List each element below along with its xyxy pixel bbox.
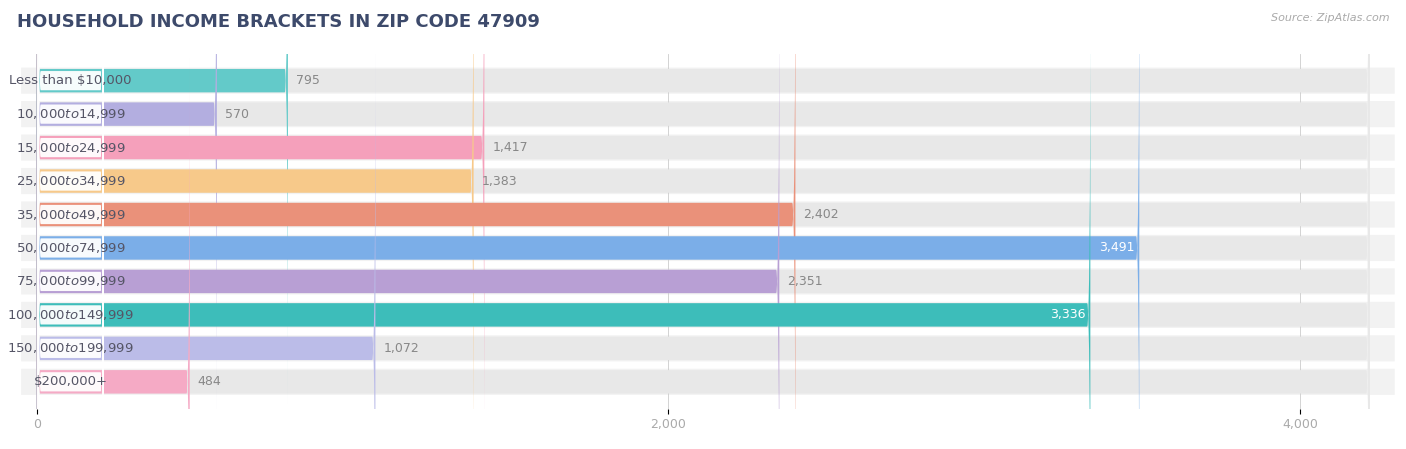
FancyBboxPatch shape <box>21 269 1395 295</box>
FancyBboxPatch shape <box>37 0 217 437</box>
FancyBboxPatch shape <box>21 235 1395 261</box>
Text: 2,402: 2,402 <box>803 208 839 221</box>
Text: 2,351: 2,351 <box>787 275 823 288</box>
FancyBboxPatch shape <box>37 0 1369 449</box>
FancyBboxPatch shape <box>37 0 288 404</box>
FancyBboxPatch shape <box>38 23 104 449</box>
FancyBboxPatch shape <box>37 0 1090 449</box>
FancyBboxPatch shape <box>37 0 796 449</box>
Text: 1,417: 1,417 <box>492 141 527 154</box>
FancyBboxPatch shape <box>38 0 104 449</box>
FancyBboxPatch shape <box>37 59 1369 449</box>
FancyBboxPatch shape <box>37 26 375 449</box>
FancyBboxPatch shape <box>37 0 1139 449</box>
Text: $25,000 to $34,999: $25,000 to $34,999 <box>15 174 125 188</box>
FancyBboxPatch shape <box>21 302 1395 328</box>
FancyBboxPatch shape <box>37 59 190 449</box>
Text: 795: 795 <box>295 74 319 87</box>
FancyBboxPatch shape <box>21 135 1395 161</box>
FancyBboxPatch shape <box>21 168 1395 194</box>
FancyBboxPatch shape <box>37 26 1369 449</box>
Text: $100,000 to $149,999: $100,000 to $149,999 <box>7 308 134 322</box>
FancyBboxPatch shape <box>37 0 484 449</box>
Text: HOUSEHOLD INCOME BRACKETS IN ZIP CODE 47909: HOUSEHOLD INCOME BRACKETS IN ZIP CODE 47… <box>17 13 540 31</box>
Text: 3,336: 3,336 <box>1050 308 1085 321</box>
FancyBboxPatch shape <box>37 0 1369 437</box>
Text: $10,000 to $14,999: $10,000 to $14,999 <box>15 107 125 121</box>
Text: $200,000+: $200,000+ <box>34 375 108 388</box>
FancyBboxPatch shape <box>37 0 1369 404</box>
Text: $75,000 to $99,999: $75,000 to $99,999 <box>15 274 125 288</box>
Text: 3,491: 3,491 <box>1099 242 1135 255</box>
FancyBboxPatch shape <box>37 0 1369 449</box>
FancyBboxPatch shape <box>21 68 1395 94</box>
Text: $15,000 to $24,999: $15,000 to $24,999 <box>15 141 125 154</box>
FancyBboxPatch shape <box>37 0 1369 449</box>
Text: Less than $10,000: Less than $10,000 <box>10 74 132 87</box>
Text: 570: 570 <box>225 108 249 121</box>
FancyBboxPatch shape <box>38 0 104 406</box>
FancyBboxPatch shape <box>37 0 1369 449</box>
FancyBboxPatch shape <box>37 0 1369 449</box>
FancyBboxPatch shape <box>21 369 1395 395</box>
Text: Source: ZipAtlas.com: Source: ZipAtlas.com <box>1271 13 1389 23</box>
FancyBboxPatch shape <box>37 0 474 449</box>
FancyBboxPatch shape <box>37 0 779 449</box>
FancyBboxPatch shape <box>38 0 104 449</box>
FancyBboxPatch shape <box>38 0 104 449</box>
Text: $50,000 to $74,999: $50,000 to $74,999 <box>15 241 125 255</box>
Text: $150,000 to $199,999: $150,000 to $199,999 <box>7 341 134 355</box>
FancyBboxPatch shape <box>21 202 1395 228</box>
FancyBboxPatch shape <box>21 335 1395 361</box>
FancyBboxPatch shape <box>38 0 104 449</box>
Text: 1,072: 1,072 <box>384 342 419 355</box>
FancyBboxPatch shape <box>38 0 104 439</box>
Text: 1,383: 1,383 <box>481 175 517 188</box>
FancyBboxPatch shape <box>38 0 104 449</box>
Text: 484: 484 <box>198 375 221 388</box>
Text: $35,000 to $49,999: $35,000 to $49,999 <box>15 207 125 221</box>
FancyBboxPatch shape <box>38 0 104 449</box>
FancyBboxPatch shape <box>37 0 1369 449</box>
FancyBboxPatch shape <box>21 101 1395 127</box>
FancyBboxPatch shape <box>38 57 104 449</box>
